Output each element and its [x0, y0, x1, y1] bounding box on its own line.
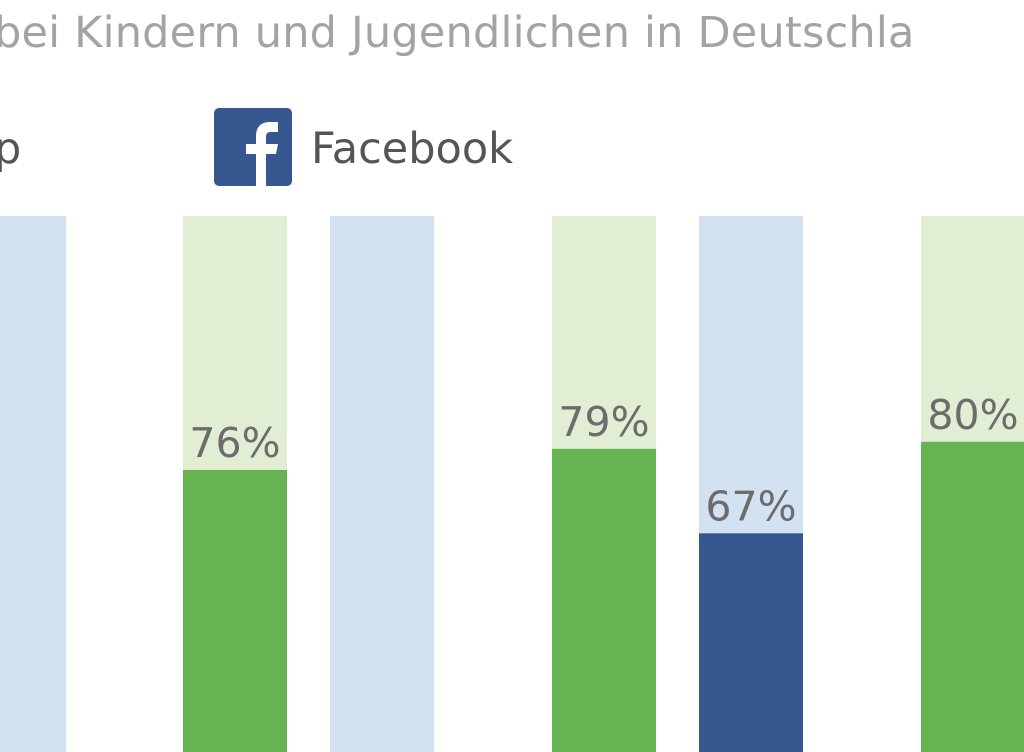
bar-whatsapp — [921, 441, 1024, 752]
legend-item-whatsapp-label: p — [0, 124, 22, 174]
chart-subtitle: bei Kindern und Jugendlichen in Deutschl… — [0, 8, 915, 58]
bar-value-label: 67% — [705, 482, 796, 530]
bar-value-label: 76% — [189, 419, 280, 467]
bar-facebook — [699, 533, 803, 752]
bar-value-label: 80% — [927, 391, 1018, 439]
bar-value-label: 79% — [558, 398, 649, 446]
bar-track-facebook — [0, 216, 66, 752]
bar-whatsapp — [552, 448, 656, 752]
facebook-icon — [214, 108, 292, 186]
legend-item-facebook-label: Facebook — [311, 124, 514, 174]
bar-track-facebook — [330, 216, 434, 752]
bar-whatsapp — [183, 469, 287, 752]
